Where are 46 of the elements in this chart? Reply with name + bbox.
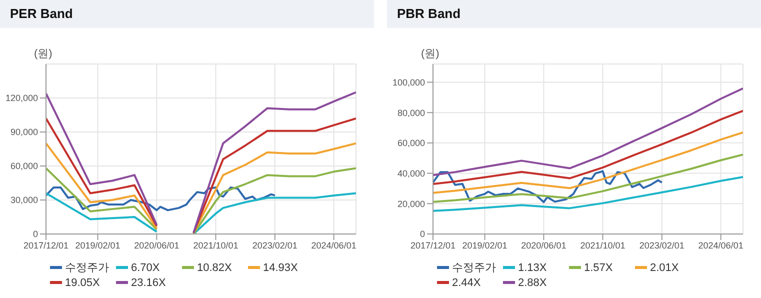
x-tick-label: 2023/02/01 [252,240,298,250]
legend-label: 14.93X [263,262,298,274]
legend-label: 2.44X [452,276,481,288]
legend-label: 수정주가 [452,261,496,275]
x-tick-label: 2023/02/01 [639,240,684,250]
y-tick-label: 20,000 [397,198,425,209]
line-series [433,176,743,212]
x-tick-label: 2020/06/01 [521,240,566,250]
y-axis-title: (원) [34,47,52,61]
legend-label: 2.88X [518,276,547,288]
legend-label: 2.01X [650,262,679,274]
y-tick-label: 60,000 [10,161,38,172]
x-tick-label: 2020/06/01 [134,240,180,250]
line-series [433,131,743,194]
x-tick-label: 2017/12/01 [410,240,456,250]
x-tick-label: 2024/06/01 [311,240,356,250]
line-series [46,186,276,212]
y-tick-label: 30,000 [10,195,38,206]
y-axis-title: (원) [421,47,440,61]
y-tick-label: 40,000 [397,168,425,178]
line-series [433,154,743,203]
chart-title: PBR Band [387,0,761,28]
y-tick-label: 80,000 [397,108,425,118]
y-tick-label: 100,000 [392,77,425,88]
x-tick-label: 2017/12/01 [23,240,69,250]
legend-label: 1.57X [584,262,613,274]
x-tick-label: 2019/02/01 [462,240,508,250]
y-tick-label: 0 [420,229,425,240]
y-tick-label: 90,000 [10,127,38,138]
legend-label: 6.70X [131,262,160,274]
x-tick-label: 2021/10/01 [580,240,626,250]
line-series [433,110,743,186]
legend-label: 10.82X [197,262,232,274]
legend-label: 수정주가 [65,261,109,275]
y-tick-label: 60,000 [397,138,425,148]
legend-label: 23.16X [131,276,166,288]
legend-label: 19.05X [65,276,100,288]
y-tick-label: 0 [32,229,38,240]
line-series [433,170,663,204]
chart-title: PER Band [0,0,374,28]
x-tick-label: 2024/06/01 [698,240,744,250]
y-tick-label: 120,000 [5,93,38,104]
legend-label: 1.13X [518,262,547,274]
x-tick-label: 2021/10/01 [193,240,238,250]
x-tick-label: 2019/02/01 [75,240,120,250]
line-series [433,87,743,176]
